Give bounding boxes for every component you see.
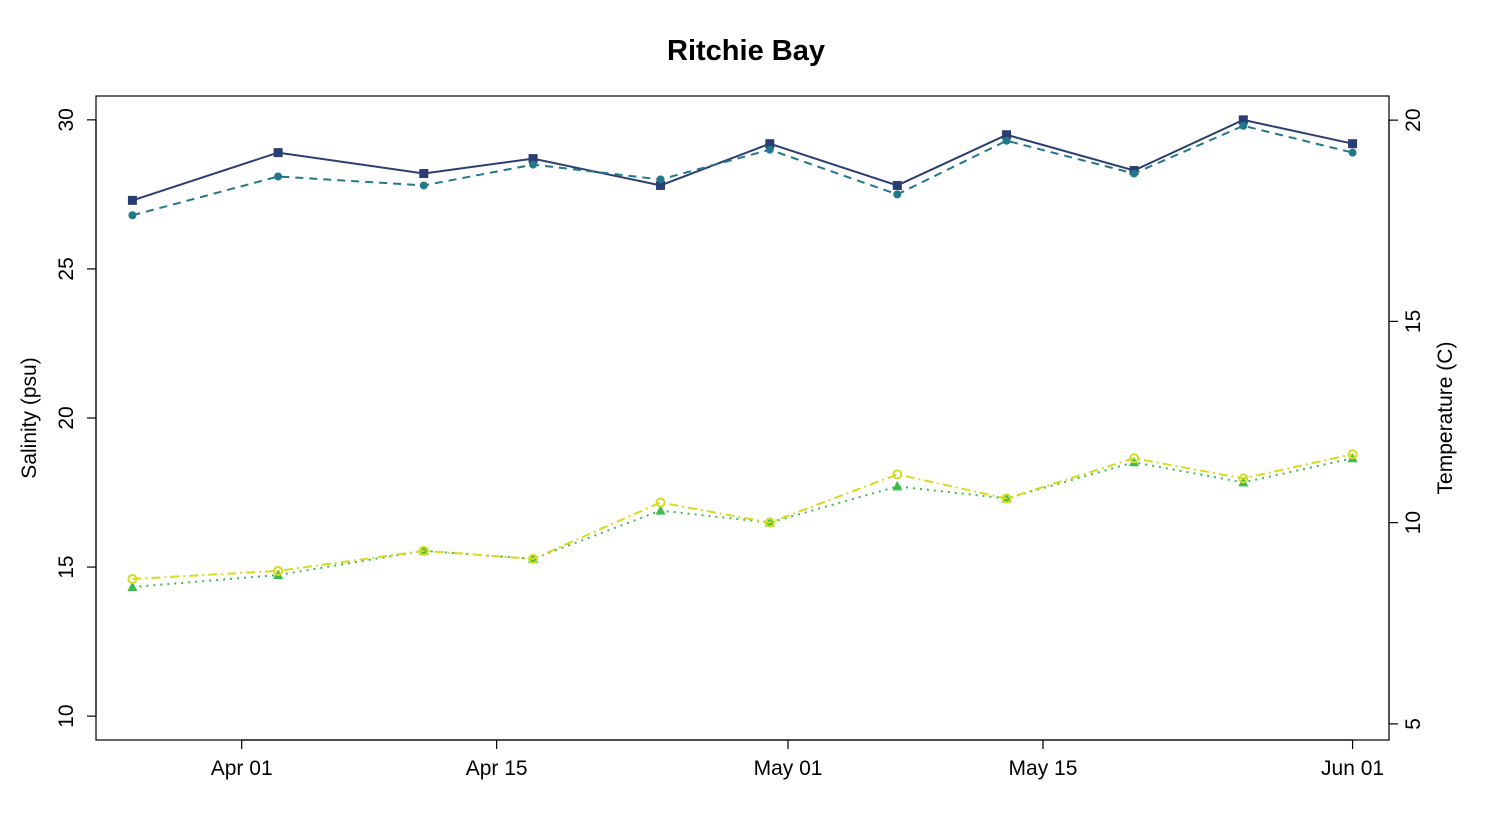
data-point [528,553,539,564]
series-line [132,124,1353,217]
left-tick-label: 30 [55,108,78,131]
x-axis: Apr 01 Apr 15 May 01 May 15 Jun 01 [211,739,1384,780]
data-point [1002,130,1012,140]
y2-axis-label: Temperature (C) [1434,342,1457,495]
data-point [1130,169,1139,178]
data-point [765,145,774,154]
data-point [1129,453,1140,464]
y-axis-label: Salinity (psu) [18,357,41,478]
x-tick-label: May 15 [1009,757,1078,780]
data-point [1002,136,1011,145]
data-point [893,190,902,199]
x-tick-label: Apr 15 [466,757,528,780]
left-tick-label: 15 [55,555,78,578]
data-point [1001,493,1012,504]
data-point [128,211,137,220]
right-tick-label: 15 [1402,310,1425,333]
right-tick-label: 10 [1402,511,1425,534]
series-layer [127,115,1358,592]
data-point [127,574,138,584]
left-tick-label: 10 [55,704,78,727]
series-line [132,457,1353,588]
data-point [892,480,903,491]
series-line [132,118,1353,202]
data-point [892,180,902,190]
data-point [656,180,666,190]
data-point [1238,473,1249,484]
data-point [274,172,283,181]
x-tick-label: Jun 01 [1321,757,1384,780]
right-axis: 5 10 15 20 [1388,108,1425,730]
series-3 [127,452,1358,592]
x-tick-label: Apr 01 [211,757,273,780]
left-tick-label: 25 [55,257,78,280]
series-4 [127,449,1358,584]
data-point [528,154,538,164]
data-point [127,581,138,592]
data-point [656,175,665,184]
data-point [764,517,775,528]
data-point [529,160,538,169]
series-2 [128,121,1357,220]
data-point [1239,121,1248,130]
data-point [655,505,666,515]
series-line [132,453,1353,580]
data-point [655,497,666,508]
data-point [765,139,775,149]
data-point [273,565,284,576]
chart-title: Ritchie Bay [667,35,825,67]
data-point [419,169,429,179]
x-tick-label: May 01 [754,757,823,780]
data-point [1348,148,1357,157]
right-tick-label: 5 [1402,718,1425,730]
left-axis: 10 15 20 25 30 [55,108,97,728]
data-point [127,195,137,205]
data-point [892,469,903,480]
plot-frame [95,95,1390,741]
data-point [1347,449,1358,460]
data-point [1238,115,1248,125]
data-point [418,545,429,556]
data-point [1348,139,1358,149]
data-point [273,148,283,158]
left-tick-label: 20 [55,406,78,429]
right-tick-label: 20 [1402,108,1425,131]
data-point [419,181,428,190]
series-1 [127,115,1358,205]
